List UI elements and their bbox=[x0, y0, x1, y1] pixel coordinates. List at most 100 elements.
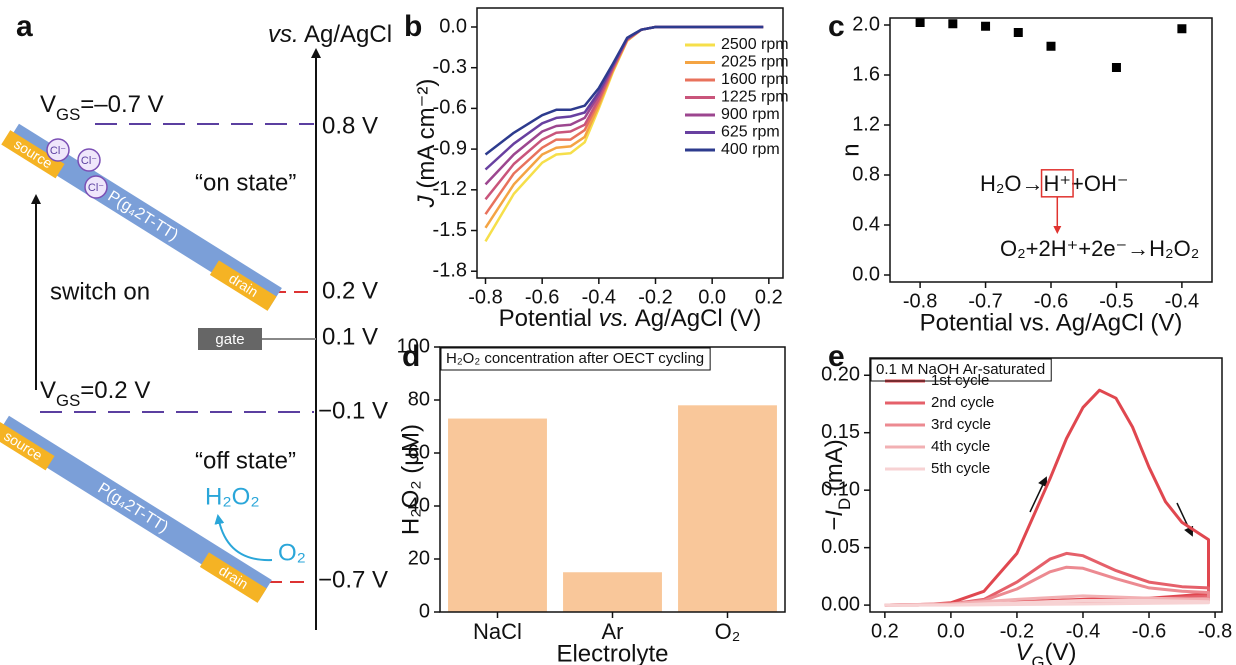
legend-label: 400 rpm bbox=[721, 141, 780, 158]
legend-label: 4th cycle bbox=[931, 438, 990, 455]
text-part: D bbox=[835, 498, 854, 510]
x-tick-label: NaCl bbox=[473, 619, 522, 644]
plot-frame bbox=[869, 357, 1223, 613]
marker bbox=[1177, 24, 1187, 34]
level-label: 0.2 V bbox=[322, 277, 378, 304]
text-part: H₂O→ bbox=[980, 171, 1044, 196]
x-tick-label: -0.2 bbox=[638, 286, 672, 308]
panel-label: c bbox=[828, 10, 845, 43]
drain bbox=[209, 260, 277, 311]
text-part: =–0.7 V bbox=[80, 91, 163, 118]
state-label: “on state” bbox=[195, 169, 296, 196]
y-axis-label: H₂O₂ (μM) bbox=[397, 424, 424, 535]
source bbox=[0, 422, 55, 471]
x-axis-label: Potential vs. Ag/AgCl (V) bbox=[499, 305, 762, 332]
legend-label: 2025 rpm bbox=[721, 54, 789, 71]
ion-label: Cl⁻ bbox=[81, 155, 97, 167]
y-tick-label: 2.0 bbox=[852, 13, 880, 35]
plot-frame bbox=[439, 346, 786, 613]
legend-label: 1st cycle bbox=[931, 372, 989, 389]
text-part: V bbox=[40, 377, 56, 404]
y-tick-label: 0 bbox=[419, 600, 430, 622]
x-tick-label: O₂ bbox=[715, 619, 741, 644]
text-part: =0.2 V bbox=[80, 377, 150, 404]
marker bbox=[981, 21, 991, 31]
legend-label: 900 rpm bbox=[721, 106, 780, 123]
legend-label: 625 rpm bbox=[721, 124, 780, 141]
y-tick-label: 0.0 bbox=[439, 15, 467, 37]
text-part: GS bbox=[56, 105, 80, 124]
reaction-arrow bbox=[214, 514, 273, 562]
reactant-label: O₂ bbox=[278, 539, 306, 566]
x-axis-label: Electrolyte bbox=[556, 640, 668, 665]
y-tick-label: 80 bbox=[408, 388, 430, 410]
series-line bbox=[484, 25, 764, 156]
panel-c: c 0.0 0.4 0.8 1.2 1.6 2.0 -0.8 -0.7 -0.6 -0.5 -0.4P… bbox=[828, 10, 1213, 336]
panel-a: a vs. Ag/AgCl 0.8 V 0.2 V 0.1 V −0.1 V −… bbox=[0, 10, 392, 630]
axis-title: vs. Ag/AgCl bbox=[268, 21, 392, 48]
x-tick-label: 0.2 bbox=[871, 620, 899, 642]
marker bbox=[948, 19, 958, 29]
x-tick-label: -0.4 bbox=[1165, 290, 1199, 312]
vgs-label: VGS=–0.7 V bbox=[40, 91, 164, 124]
switch-label: switch on bbox=[50, 278, 150, 305]
y-tick-label: -1.8 bbox=[433, 259, 467, 281]
scan-arrow bbox=[1176, 502, 1194, 537]
x-tick-label: -0.4 bbox=[1066, 620, 1100, 642]
legend-label: 2500 rpm bbox=[721, 36, 789, 53]
note-box bbox=[870, 358, 1052, 382]
text-part: J bbox=[413, 194, 440, 208]
text-part: vs. bbox=[599, 305, 630, 332]
panel-d: d 0 20 40 60 80 100 Electrolyte H₂O₂ (μM) NaCl Ar O… bbox=[397, 335, 786, 665]
polymer-label: P(g₄2T-TT) bbox=[95, 480, 171, 537]
x-tick-label: -0.8 bbox=[468, 286, 502, 308]
panel-label: b bbox=[404, 10, 422, 43]
bar bbox=[563, 572, 662, 612]
panel-b: b 0.0 -0.3 -0.6 -0.9 -1.2 -1.5 -1.8-0.8 -0.6 -0.4… bbox=[404, 7, 789, 332]
level-label: 0.8 V bbox=[322, 112, 378, 139]
x-tick-label: 0.0 bbox=[698, 286, 726, 308]
polymer bbox=[0, 415, 272, 601]
y-tick-label: 0.4 bbox=[852, 213, 880, 235]
bar bbox=[678, 405, 777, 612]
ion-label: Cl⁻ bbox=[88, 182, 104, 194]
y-tick-label: 0.10 bbox=[821, 478, 860, 500]
ion bbox=[84, 175, 108, 199]
y-tick-label: 1.6 bbox=[852, 63, 880, 85]
y-tick-label: 60 bbox=[408, 441, 430, 463]
x-tick-label: -0.7 bbox=[968, 290, 1002, 312]
y-tick-label: 0.20 bbox=[821, 364, 860, 386]
ion-label: Cl⁻ bbox=[50, 145, 66, 157]
text-part: Ag/AgCl (V) bbox=[629, 305, 761, 332]
y-tick-label: 0.00 bbox=[821, 593, 860, 615]
text-part: Potential bbox=[499, 305, 599, 332]
text-part: H⁺ bbox=[1044, 171, 1072, 196]
text-part: G bbox=[1031, 653, 1044, 665]
note: 0.1 M NaOH Ar-saturated bbox=[876, 361, 1045, 378]
text-part: GS bbox=[56, 391, 80, 410]
legend-label: 2nd cycle bbox=[931, 394, 994, 411]
y-tick-label: -0.3 bbox=[433, 56, 467, 78]
note-box bbox=[440, 347, 711, 371]
text-part: (mA) bbox=[821, 439, 848, 498]
state-label: “off state” bbox=[195, 447, 296, 474]
text-part: V bbox=[1015, 639, 1033, 665]
plot-frame bbox=[476, 7, 784, 279]
marker bbox=[1111, 63, 1121, 72]
y-tick-label: 0.8 bbox=[852, 163, 880, 185]
annotation: H₂O→H⁺+OH⁻ bbox=[980, 171, 1129, 196]
y-tick-label: 20 bbox=[408, 547, 430, 569]
y-tick-label: 0.15 bbox=[821, 421, 860, 443]
drain bbox=[199, 552, 267, 603]
series-line bbox=[884, 388, 1210, 607]
panel-label: a bbox=[16, 10, 33, 43]
x-tick-label: -0.4 bbox=[582, 286, 616, 308]
polymer-label: P(g₄2T-TT) bbox=[105, 188, 181, 245]
marker bbox=[1013, 28, 1023, 37]
panel-e: e 0.00 0.05 0.10 0.15 0.20 0.2 0.0 -0.2 -0.4 -0.6 -… bbox=[821, 340, 1232, 665]
legend-label: 3rd cycle bbox=[931, 416, 991, 433]
y-tick-label: 100 bbox=[397, 335, 430, 357]
plot-frame bbox=[889, 17, 1213, 283]
